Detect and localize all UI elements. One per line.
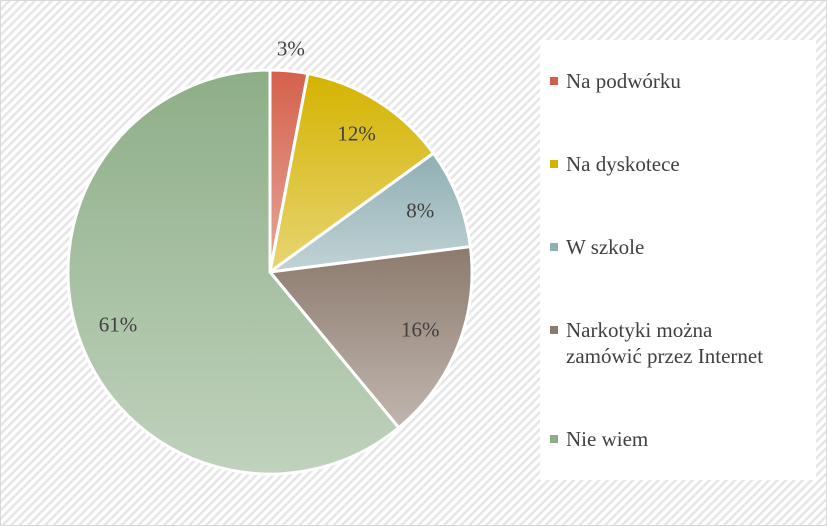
legend-label: Nie wiem — [566, 426, 649, 451]
pie-slice — [269, 151, 473, 274]
data-label: 8% — [406, 198, 434, 222]
data-label: 61% — [99, 313, 138, 337]
legend-item: W szkole — [550, 234, 816, 260]
legend-swatch — [550, 77, 558, 86]
legend-label: Na dyskotece — [566, 152, 680, 177]
legend-item: Na podwórku — [550, 68, 816, 94]
legend-label: Narkotyki można zamówić przez Internet — [566, 317, 764, 368]
data-label: 12% — [337, 121, 376, 145]
data-label: 16% — [401, 317, 440, 341]
legend: Na podwórku Na dyskotece W szkole Narkotyki… — [540, 40, 816, 480]
legend-item: Nie wiem — [550, 426, 816, 452]
legend-item: Na dyskotece — [550, 151, 816, 177]
pie-slice — [66, 68, 401, 476]
pie-slice — [267, 71, 436, 276]
data-label: 3% — [277, 37, 305, 61]
legend-label: W szkole — [566, 234, 645, 259]
legend-item: Narkotyki można zamówić przez Internet — [550, 317, 816, 369]
legend-swatch — [550, 242, 558, 251]
pie-slice — [267, 245, 474, 430]
legend-swatch — [550, 160, 558, 169]
legend-swatch — [550, 325, 558, 334]
legend-label: Na podwórku — [566, 69, 681, 94]
legend-swatch — [550, 434, 558, 443]
pie — [66, 68, 474, 476]
